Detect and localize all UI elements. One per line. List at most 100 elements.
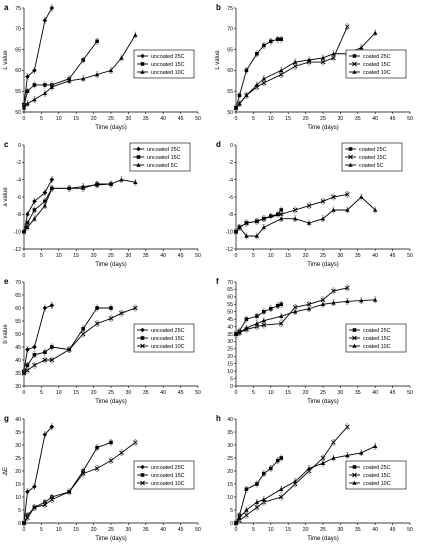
x-tick-label: 25 bbox=[108, 390, 114, 396]
series-line bbox=[23, 441, 112, 524]
data-point bbox=[42, 305, 48, 311]
x-tick-label: 5 bbox=[40, 390, 43, 396]
legend-marker bbox=[140, 53, 145, 59]
y-tick-label: 40 bbox=[15, 417, 21, 423]
data-point bbox=[81, 58, 85, 62]
data-point bbox=[25, 74, 30, 79]
y-tick-label: -8 bbox=[228, 212, 233, 218]
y-tick-label: 50 bbox=[227, 110, 233, 116]
y-tick-label: 30 bbox=[227, 443, 233, 449]
data-point bbox=[42, 203, 48, 208]
data-point bbox=[21, 520, 27, 526]
data-point bbox=[133, 305, 138, 311]
legend-label: coated 10C bbox=[363, 481, 391, 487]
legend-label: uncoated 25C bbox=[151, 465, 185, 471]
data-point bbox=[262, 43, 266, 48]
y-tick-label: 55 bbox=[227, 302, 233, 308]
x-tick-label: 0 bbox=[235, 527, 238, 533]
x-tick-label: 35 bbox=[143, 253, 149, 259]
chart-panel-e: e 0 5 10 15 20 25 30 35 40 45 50 30 35 40 45 50 55 60 65 70 T… bbox=[0, 274, 211, 411]
legend-label: coated 25C bbox=[363, 328, 391, 334]
series-line bbox=[235, 26, 348, 109]
data-point bbox=[292, 207, 298, 213]
x-tick-label: 15 bbox=[285, 253, 291, 259]
y-tick-label: 40 bbox=[227, 417, 233, 423]
data-point bbox=[275, 303, 280, 308]
legend-label: coated 10C bbox=[363, 344, 391, 350]
legend-marker bbox=[352, 480, 357, 485]
x-tick-label: 20 bbox=[91, 527, 97, 533]
legend-label: coated 15C bbox=[363, 62, 391, 68]
data-point bbox=[306, 57, 312, 62]
data-point bbox=[94, 72, 100, 77]
data-point bbox=[80, 331, 86, 337]
chart-svg-e: e 0 5 10 15 20 25 30 35 40 45 50 30 35 40 45 50 55 60 65 70 T… bbox=[3, 277, 201, 405]
legend-label: coated 5C bbox=[359, 163, 384, 169]
data-point bbox=[25, 221, 30, 225]
x-tick-label: 25 bbox=[108, 116, 114, 122]
data-point bbox=[108, 68, 114, 73]
data-point bbox=[244, 93, 249, 98]
x-tick-label: 50 bbox=[407, 390, 413, 396]
y-tick-label: 10 bbox=[227, 495, 233, 501]
y-tick-label: 5 bbox=[230, 376, 233, 382]
x-tick-label: 0 bbox=[23, 116, 26, 122]
y-tick-label: -6 bbox=[228, 195, 233, 201]
legend-marker bbox=[352, 69, 357, 74]
x-tick-label: 35 bbox=[355, 390, 361, 396]
data-point bbox=[359, 194, 364, 199]
y-tick-label: 60 bbox=[15, 68, 21, 74]
y-tick-label: -10 bbox=[226, 229, 234, 235]
y-tick-label: 0 bbox=[18, 521, 21, 527]
data-point bbox=[237, 515, 242, 520]
x-tick-label: 45 bbox=[178, 527, 184, 533]
legend: coated 25C coated 15C coated 10C bbox=[345, 323, 407, 353]
x-tick-label: 35 bbox=[355, 253, 361, 259]
data-point bbox=[292, 304, 298, 310]
data-point bbox=[254, 499, 260, 504]
y-tick-label: -8 bbox=[16, 212, 21, 218]
data-point bbox=[32, 362, 37, 368]
data-point bbox=[25, 347, 30, 352]
legend-marker bbox=[348, 162, 353, 167]
data-point bbox=[255, 51, 259, 56]
legend-label: coated 15C bbox=[363, 336, 391, 342]
data-point bbox=[345, 207, 350, 212]
x-tick-label: 50 bbox=[407, 527, 413, 533]
data-point bbox=[275, 212, 280, 217]
data-point bbox=[50, 345, 54, 349]
data-point bbox=[345, 424, 350, 430]
legend-label: uncoated 15C bbox=[151, 336, 185, 342]
x-tick-label: 15 bbox=[285, 527, 291, 533]
data-point bbox=[320, 297, 326, 303]
series-line bbox=[23, 426, 53, 524]
x-tick-label: 15 bbox=[285, 116, 291, 122]
x-axis-label: Time (days) bbox=[307, 262, 338, 268]
data-point bbox=[237, 330, 242, 335]
data-point bbox=[331, 51, 336, 56]
series-line bbox=[235, 303, 282, 335]
y-tick-label: 30 bbox=[15, 443, 21, 449]
data-point bbox=[237, 93, 242, 98]
chart-svg-g: g 0 5 10 15 20 25 30 35 40 45 50 0 5 10 15 20 25 30 35 40 Tim… bbox=[3, 414, 201, 542]
x-tick-label: 50 bbox=[195, 527, 201, 533]
data-point bbox=[331, 455, 336, 460]
y-tick-label: 30 bbox=[15, 384, 21, 390]
data-point bbox=[119, 450, 124, 456]
data-point bbox=[32, 68, 37, 73]
data-point bbox=[25, 101, 30, 106]
data-point bbox=[278, 321, 284, 326]
data-point bbox=[67, 78, 72, 83]
data-point bbox=[320, 55, 326, 60]
panel-label: b bbox=[216, 3, 221, 12]
y-tick-label: 75 bbox=[227, 6, 233, 12]
data-point bbox=[21, 105, 27, 110]
x-tick-label: 0 bbox=[23, 253, 26, 259]
data-point bbox=[320, 216, 326, 221]
data-point bbox=[261, 216, 267, 221]
x-tick-label: 40 bbox=[372, 390, 378, 396]
data-point bbox=[254, 321, 260, 326]
series-coated-15c bbox=[233, 191, 350, 235]
chart-panel-f: f 0 5 10 15 20 25 30 35 40 45 50 0 5 10 15 20 25 30 35 40 45 5… bbox=[212, 274, 423, 411]
x-tick-label: 15 bbox=[73, 253, 79, 259]
